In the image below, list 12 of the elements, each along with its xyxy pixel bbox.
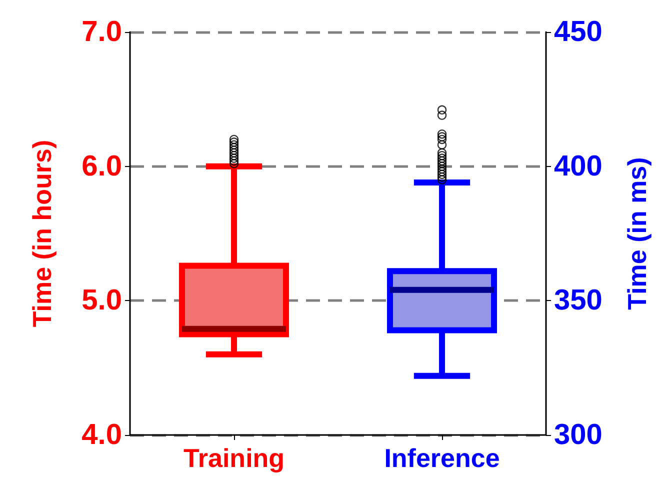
y-tick-label: 6.0 bbox=[82, 150, 122, 182]
y-axis-title: Time (in hours) bbox=[27, 140, 57, 328]
y2-tick-label: 350 bbox=[554, 284, 602, 317]
y2-tick-label: 400 bbox=[554, 150, 602, 182]
y2-tick-label: 300 bbox=[554, 419, 602, 451]
y2-tick-label: 450 bbox=[554, 16, 602, 48]
x-tick-label: Inference bbox=[384, 443, 500, 473]
y2-axis-title: Time (in ms) bbox=[622, 157, 652, 310]
y-tick-label: 5.0 bbox=[82, 284, 122, 317]
y-tick-label: 4.0 bbox=[82, 419, 122, 451]
y-tick-label: 7.0 bbox=[82, 16, 122, 48]
x-tick-label: Training bbox=[183, 443, 285, 473]
